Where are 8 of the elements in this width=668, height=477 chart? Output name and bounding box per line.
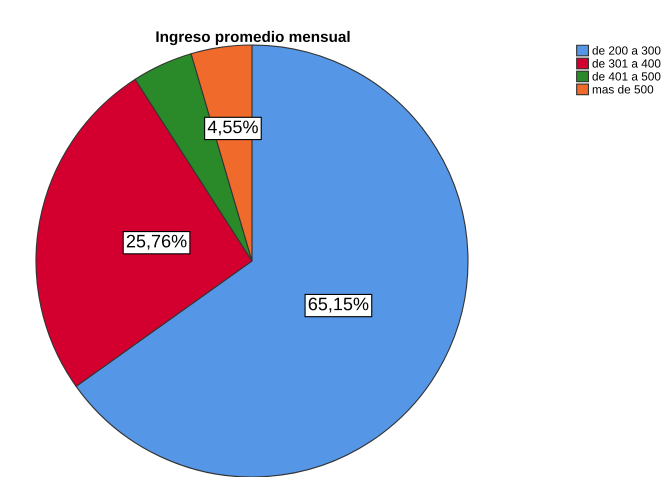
- data-label: 65,15%: [308, 298, 368, 312]
- legend-label: de 200 a 300: [592, 46, 660, 55]
- legend-label: de 301 a 400: [592, 58, 660, 68]
- legend-label: mas de 500: [592, 84, 654, 94]
- chart-title: Ingreso promedio mensual: [156, 30, 350, 46]
- data-label: 25,76%: [126, 234, 187, 250]
- legend-label: de 401 a 500: [592, 72, 660, 81]
- data-label: 4,55%: [208, 120, 258, 136]
